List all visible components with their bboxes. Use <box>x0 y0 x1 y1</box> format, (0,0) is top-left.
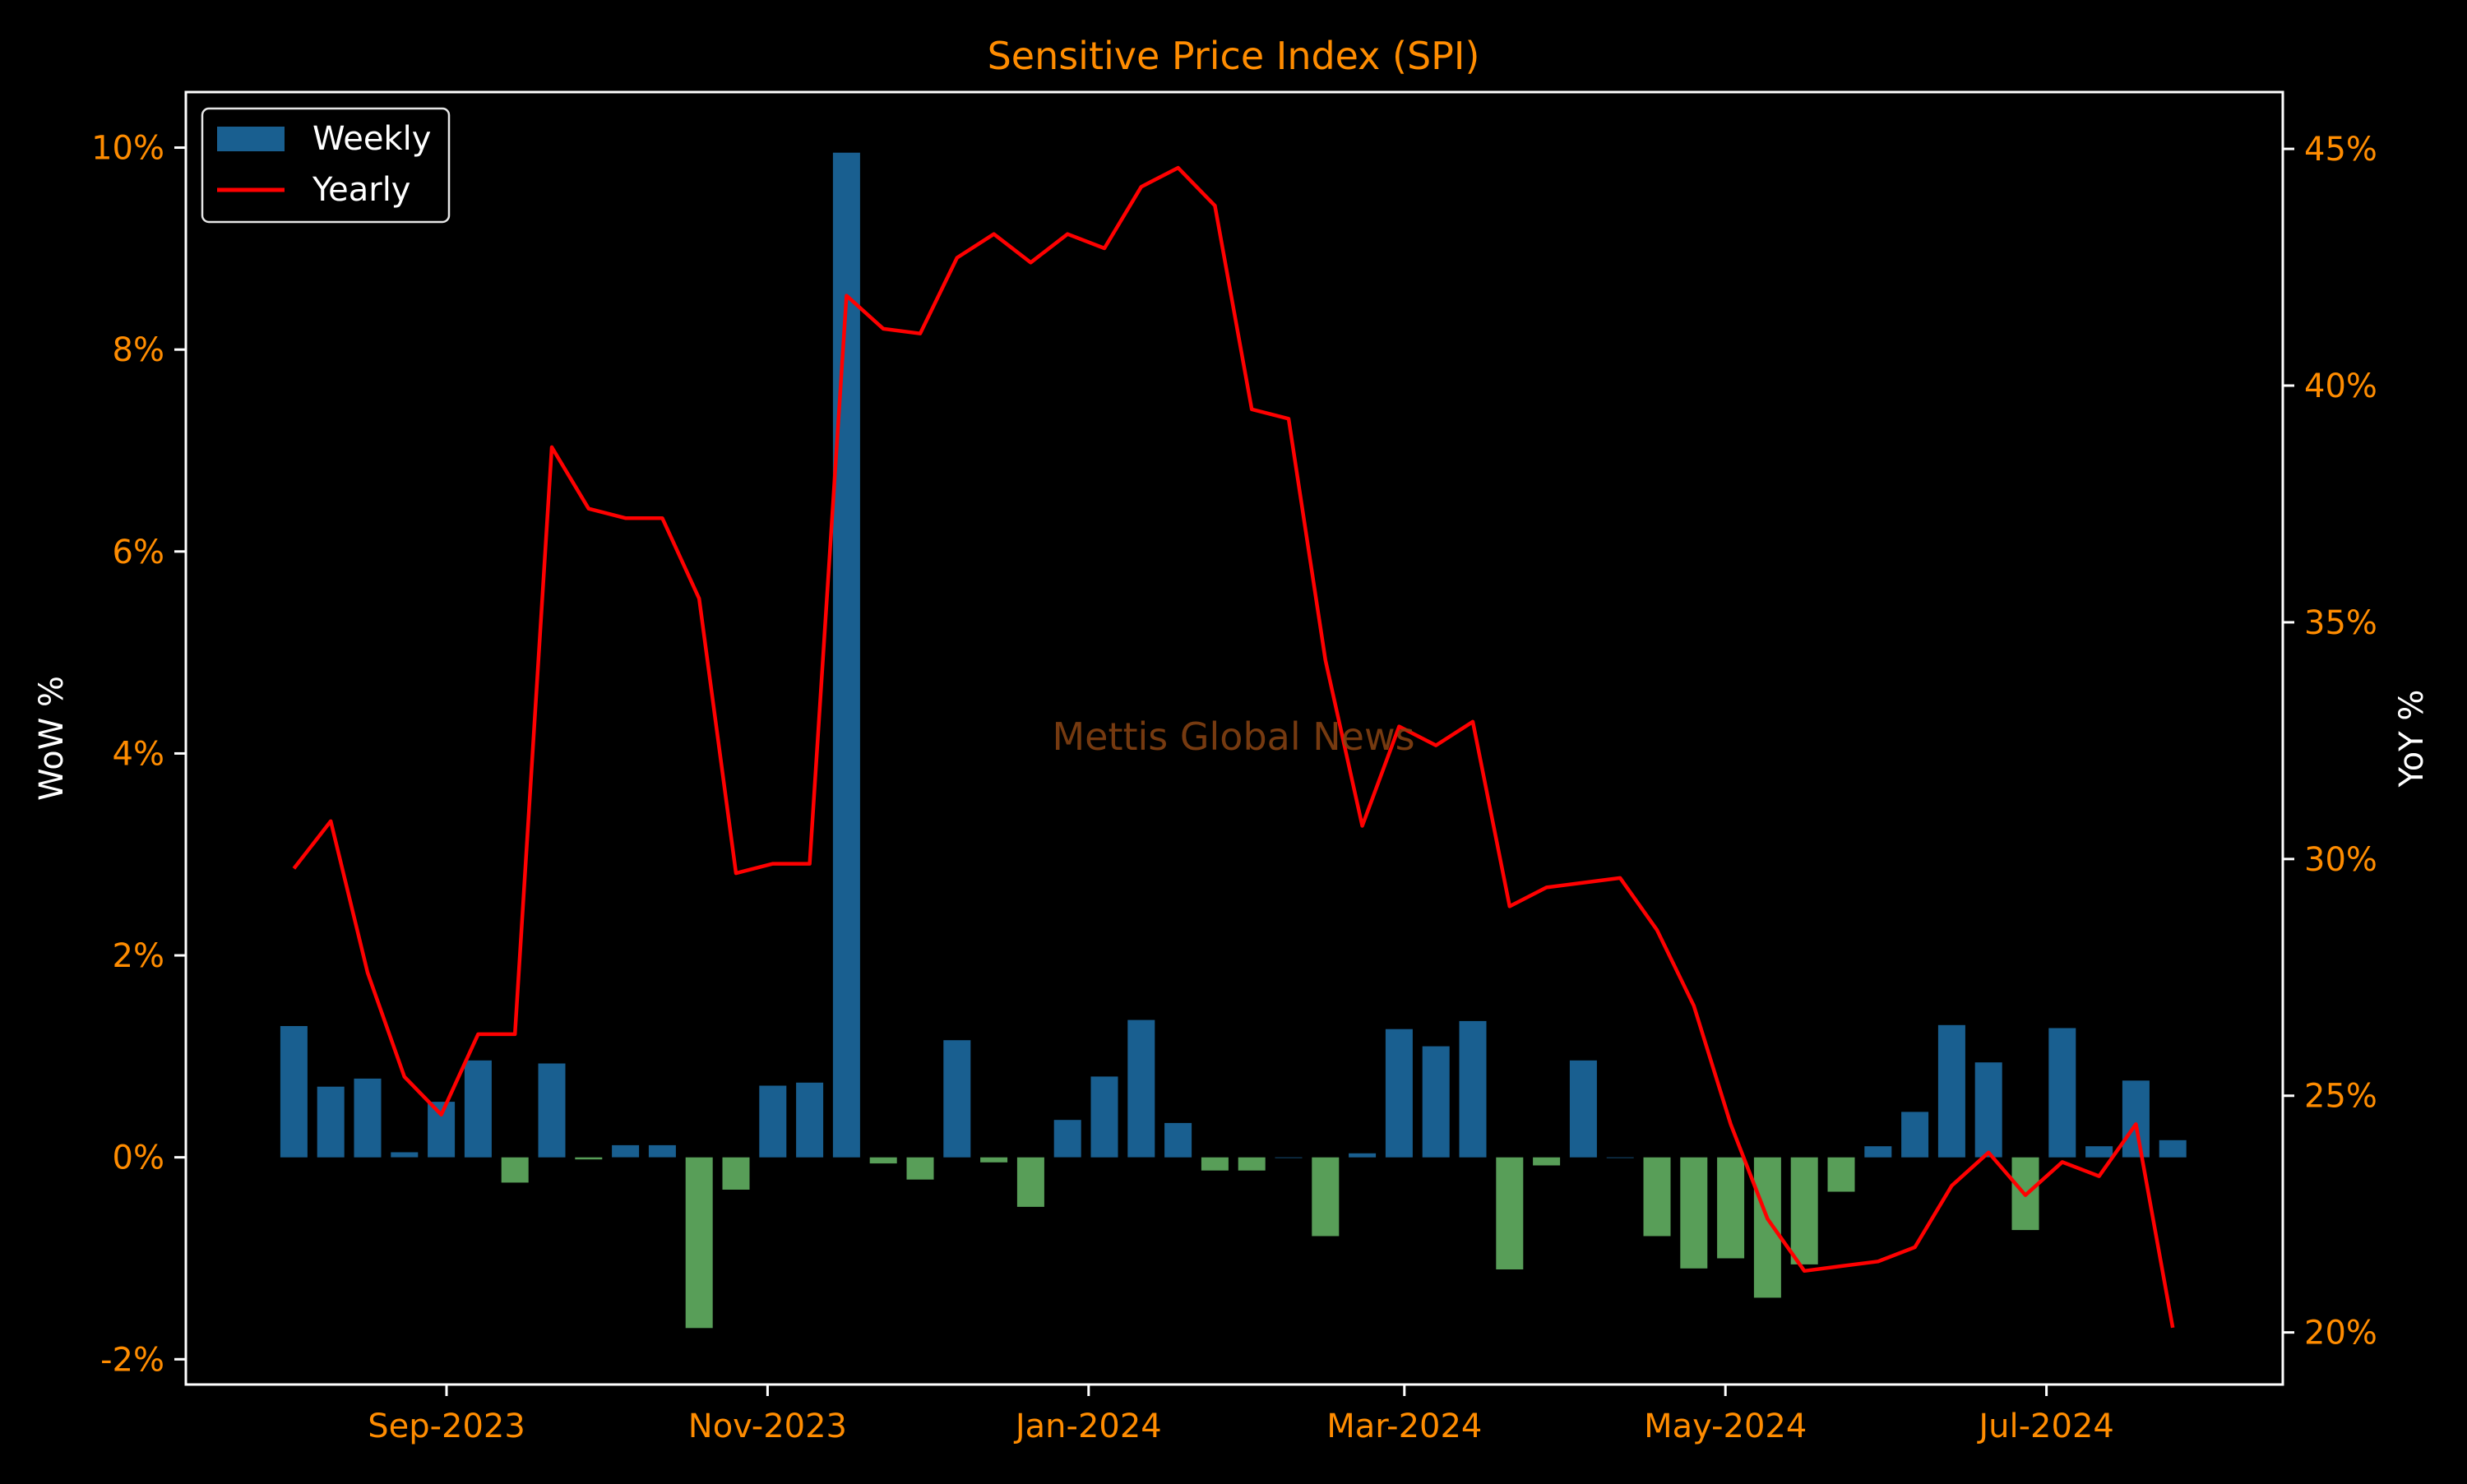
watermark: Mettis Global News <box>1052 714 1414 759</box>
weekly-bar <box>1016 1157 1044 1207</box>
y-right-tick-label: 30% <box>2304 841 2377 879</box>
weekly-bar <box>1459 1020 1487 1158</box>
weekly-bar <box>1790 1157 1818 1264</box>
weekly-bar <box>759 1085 787 1158</box>
weekly-bar <box>1349 1153 1377 1158</box>
weekly-bar <box>1643 1157 1671 1237</box>
weekly-bar <box>317 1086 345 1158</box>
x-tick-label: May-2024 <box>1644 1408 1807 1445</box>
weekly-bar <box>464 1060 492 1158</box>
y-right-tick-label: 35% <box>2304 604 2377 642</box>
weekly-bar <box>1496 1157 1524 1269</box>
weekly-bar <box>1974 1062 2002 1158</box>
legend-yearly-label: Yearly <box>312 171 410 209</box>
weekly-bar <box>1238 1157 1266 1171</box>
y-right-tick-label: 40% <box>2304 368 2377 405</box>
y-left-tick-label: 10% <box>91 130 164 168</box>
weekly-bar <box>1312 1157 1340 1237</box>
legend-weekly-label: Weekly <box>312 120 431 158</box>
y-left-tick-label: 2% <box>113 937 164 975</box>
y-left-tick-label: -2% <box>100 1341 164 1379</box>
weekly-bar <box>1901 1112 1929 1158</box>
weekly-bar <box>796 1082 824 1158</box>
axes-frame <box>184 90 2284 1386</box>
weekly-bar <box>1422 1046 1450 1158</box>
weekly-bar <box>612 1144 640 1158</box>
y-axis-right-label: YoY % <box>2393 690 2431 788</box>
weekly-bar <box>1569 1060 1597 1158</box>
weekly-bar <box>2122 1080 2150 1158</box>
weekly-bar <box>1937 1024 1965 1158</box>
y-right-tick-label: 25% <box>2304 1078 2377 1116</box>
weekly-bar <box>1053 1120 1081 1158</box>
legend-weekly-swatch <box>217 127 285 151</box>
weekly-bar <box>501 1157 529 1183</box>
weekly-bar <box>869 1157 897 1164</box>
weekly-bar <box>354 1078 382 1158</box>
weekly-bar <box>1164 1122 1192 1158</box>
weekly-bar <box>1201 1157 1229 1171</box>
weekly-bar <box>906 1157 934 1180</box>
y-axis-left: -2% 0% 2% 4% 6% 8% 10% <box>91 130 186 1379</box>
x-tick-label: Nov-2023 <box>688 1408 847 1445</box>
weekly-bar <box>1753 1157 1781 1298</box>
y-axis-left-label: WoW % <box>33 676 71 801</box>
weekly-bar <box>280 1026 308 1158</box>
x-tick-label: Jul-2024 <box>1976 1408 2114 1445</box>
x-axis: Sep-2023 Nov-2023 Jan-2024 Mar-2024 May-2024… <box>368 1385 2114 1445</box>
x-tick-label: Sep-2023 <box>368 1408 525 1445</box>
yearly-line <box>292 165 2175 1329</box>
x-tick-label: Mar-2024 <box>1326 1408 1482 1445</box>
y-left-tick-label: 8% <box>113 331 164 369</box>
weekly-bar <box>1127 1019 1155 1158</box>
weekly-bar <box>2085 1146 2113 1158</box>
weekly-bar <box>2048 1028 2076 1158</box>
x-tick-label: Jan-2024 <box>1013 1408 1162 1445</box>
weekly-bar <box>575 1157 603 1160</box>
weekly-bar <box>428 1102 456 1158</box>
weekly-bar <box>2159 1140 2187 1158</box>
weekly-bar <box>391 1152 419 1158</box>
weekly-bar <box>1533 1157 1561 1166</box>
weekly-bar <box>943 1040 971 1158</box>
plot-area <box>280 152 2187 1329</box>
weekly-bar <box>1385 1029 1413 1158</box>
weekly-bar <box>1827 1157 1855 1192</box>
weekly-bar <box>1680 1157 1708 1269</box>
y-left-tick-label: 4% <box>113 735 164 773</box>
weekly-bar <box>1864 1146 1892 1158</box>
weekly-bar <box>722 1157 750 1190</box>
y-right-tick-label: 20% <box>2304 1315 2377 1352</box>
weekly-bar <box>538 1063 566 1158</box>
weekly-bar <box>685 1157 713 1329</box>
weekly-bar <box>980 1157 1008 1163</box>
weekly-bar <box>1090 1076 1118 1158</box>
y-left-tick-label: 6% <box>113 534 164 571</box>
chart-title: Sensitive Price Index (SPI) <box>988 34 1480 78</box>
weekly-bar <box>1717 1157 1745 1259</box>
y-left-tick-label: 0% <box>113 1140 164 1177</box>
legend: Weekly Yearly <box>201 107 451 224</box>
y-axis-right: 20% 25% 30% 35% 40% 45% <box>2283 131 2377 1352</box>
weekly-bar <box>648 1144 676 1158</box>
y-right-tick-label: 45% <box>2304 131 2377 169</box>
